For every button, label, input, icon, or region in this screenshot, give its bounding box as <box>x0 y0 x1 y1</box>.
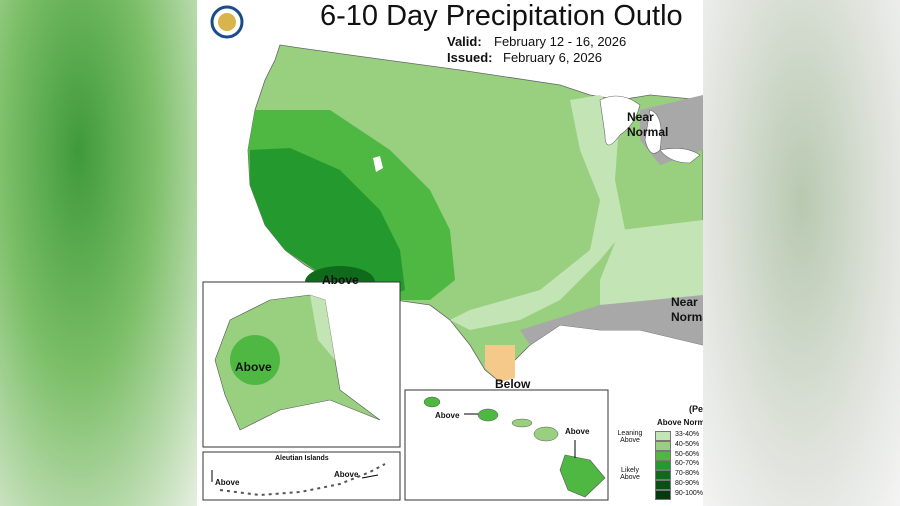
map-label: Above <box>322 273 359 287</box>
map-image: 6-10 Day Precipitation Outlo Valid: Febr… <box>197 0 703 506</box>
legend-subtitle: Above Norm <box>657 418 703 427</box>
map-label: Above <box>334 470 359 479</box>
legend-swatch <box>655 440 671 451</box>
leaning-above-area <box>600 220 703 305</box>
map-label: Above <box>235 360 272 374</box>
map-label: Below <box>495 377 531 391</box>
agency-seal <box>218 13 236 31</box>
legend-swatch <box>655 460 671 471</box>
inset-title: Aleutian Islands <box>275 455 329 462</box>
map-label: Above <box>565 427 590 436</box>
island <box>559 454 606 498</box>
map-label: Near Norma <box>671 295 703 324</box>
island <box>533 426 559 442</box>
legend-group-label: Leaning Above <box>617 430 643 444</box>
title: 6-10 Day Precipitation Outlo <box>320 0 683 32</box>
island <box>477 408 499 422</box>
legend-swatch <box>655 480 671 490</box>
valid-label: Valid: <box>447 34 482 49</box>
map-label: Near Normal <box>627 110 669 139</box>
blurred-background <box>0 0 197 506</box>
legend-item: 50-60% <box>675 450 700 458</box>
likely-above-area <box>250 148 405 300</box>
legend-swatch <box>655 450 671 461</box>
map-label: Above <box>215 478 240 487</box>
map-label: Above <box>435 411 460 420</box>
legend-swatch <box>655 489 671 500</box>
island <box>423 396 441 408</box>
alaska-land <box>214 294 381 431</box>
near-normal-area <box>520 295 703 345</box>
great-lakes <box>599 95 701 164</box>
great-salt-lake <box>373 156 383 172</box>
legend-title: (Pe <box>689 404 703 414</box>
pointer <box>361 474 379 479</box>
map-drawing <box>202 5 703 501</box>
island <box>511 418 533 428</box>
aleutian-islands <box>219 463 386 497</box>
blurred-background <box>703 0 900 506</box>
likely-above-area <box>230 335 280 385</box>
legend-swatch <box>655 431 671 441</box>
issued-date: February 6, 2026 <box>503 50 603 65</box>
legend-item: 60-70% <box>675 460 700 468</box>
legend-item: 40-50% <box>675 440 700 448</box>
below-normal-area <box>485 345 515 382</box>
legend-item: 70-80% <box>675 470 700 478</box>
legend-item: 33-40% <box>675 431 700 438</box>
leaning-above-area <box>310 295 335 360</box>
legend-item: 90-100% <box>675 489 703 497</box>
issued-label: Issued: <box>447 50 493 65</box>
leaning-above-area <box>450 95 625 330</box>
legend-item: 80-90% <box>675 480 700 487</box>
legend-group-label: Likely Above <box>620 467 640 481</box>
valid-dates: February 12 - 16, 2026 <box>494 34 627 49</box>
legend-swatch <box>655 470 671 481</box>
